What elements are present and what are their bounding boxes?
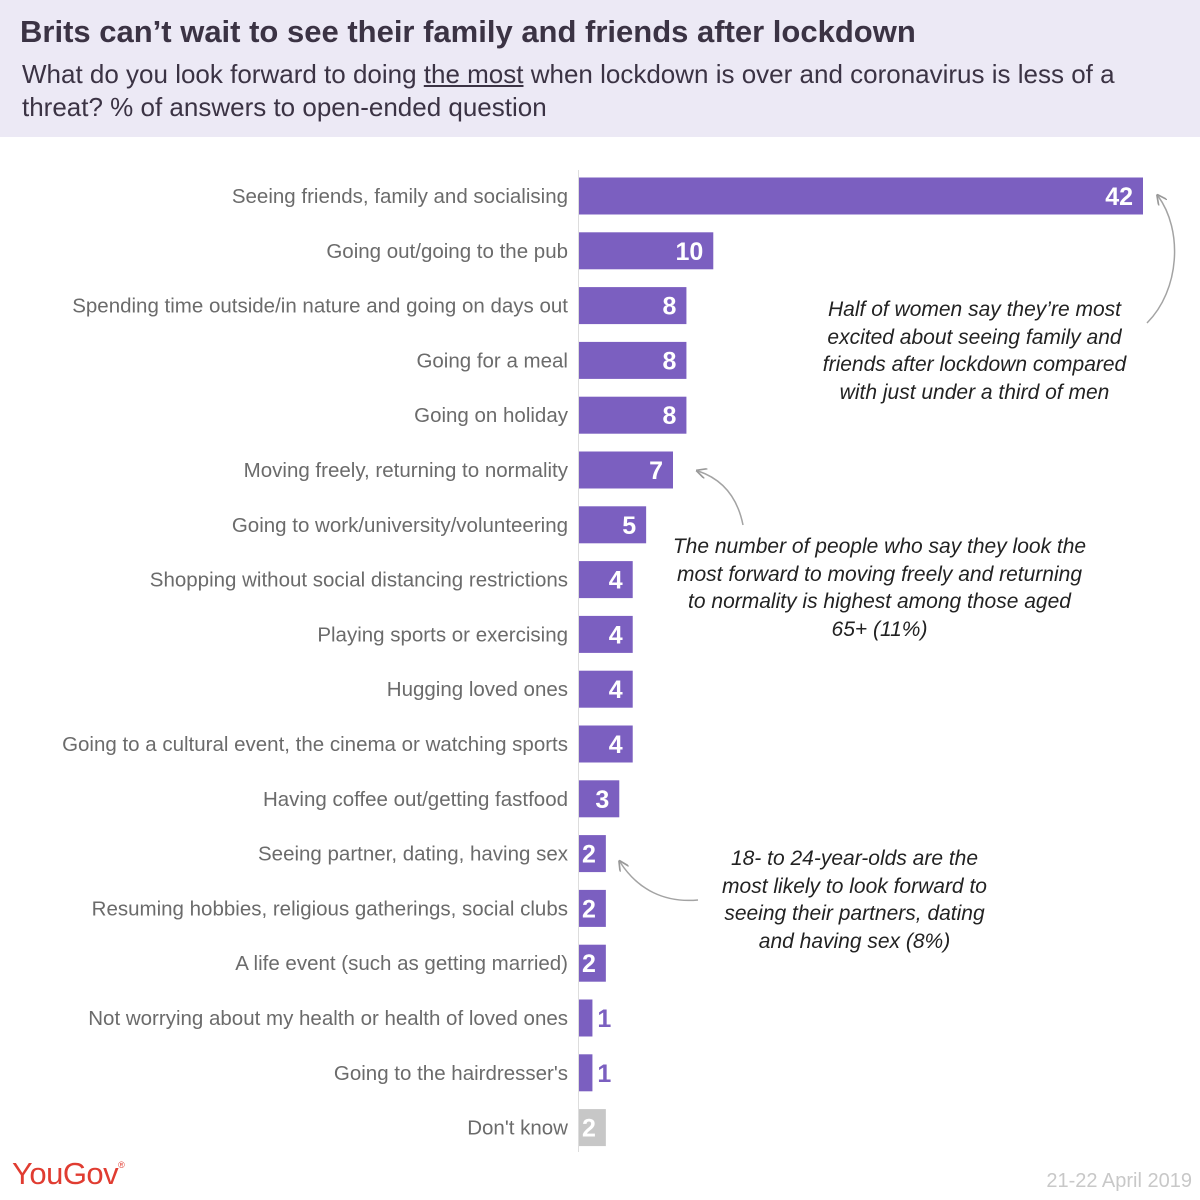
annotation-partners: 18- to 24-year-olds are the most likely …: [722, 847, 987, 953]
value-label: 7: [649, 457, 663, 485]
category-label: Seeing partner, dating, having sex: [258, 843, 569, 866]
value-label: 3: [595, 786, 609, 814]
chart-subtitle: What do you look forward to doing the mo…: [22, 58, 1192, 124]
bar: [579, 615, 633, 653]
bar: [579, 506, 647, 544]
subtitle-underlined-text: the most: [423, 59, 524, 89]
bar: [579, 232, 714, 270]
value-label: 10: [675, 238, 703, 266]
value-label: 8: [663, 293, 677, 321]
value-label: 8: [663, 347, 677, 375]
value-label: 1: [597, 1060, 611, 1088]
category-label: Going on holiday: [414, 404, 569, 427]
header-band: [0, 0, 1200, 137]
category-label: Spending time outside/in nature and goin…: [72, 295, 568, 318]
subtitle-text-start: What do you look forward to doing: [22, 59, 424, 89]
category-label: Having coffee out/getting fastfood: [263, 788, 568, 811]
annotation-women: Half of women say they’re most excited a…: [822, 298, 1127, 404]
bar: [579, 835, 606, 873]
category-label: Going to work/university/volunteering: [232, 514, 568, 537]
logo-text: YouGov: [12, 1156, 119, 1191]
category-label: Not worrying about my health or health o…: [88, 1007, 568, 1030]
annotation-arrow-women: [1146, 196, 1176, 324]
bar: [579, 1054, 593, 1092]
value-label: 8: [663, 402, 677, 430]
bar: [579, 889, 606, 927]
annotation-arrow-partners: [620, 862, 699, 902]
yougov-logo: YouGov®: [12, 1156, 125, 1192]
bar: [579, 1109, 606, 1147]
value-label: 42: [1105, 183, 1133, 211]
survey-date: 21-22 April 2019: [1046, 1170, 1192, 1192]
bar: [579, 725, 633, 763]
value-label: 5: [622, 512, 636, 540]
bar: [579, 341, 687, 379]
category-label: Going out/going to the pub: [326, 240, 568, 263]
bars-group: Seeing friends, family and socialising 42…: [62, 177, 1143, 1147]
annotation-normality: The number of people who say they look t…: [672, 535, 1087, 641]
category-label: Shopping without social distancing restr…: [150, 569, 568, 592]
registered-mark: ®: [118, 1160, 125, 1170]
bar: [579, 999, 593, 1037]
category-label: Seeing friends, family and socialising: [232, 185, 568, 208]
category-label: Don't know: [467, 1117, 568, 1140]
bar: [579, 451, 673, 489]
bar: [579, 287, 687, 325]
value-label: 2: [582, 950, 596, 978]
subtitle-text-end: when lockdown is over and coronavirus is…: [22, 59, 1115, 122]
category-label: Playing sports or exercising: [317, 623, 568, 646]
value-label: 4: [609, 676, 623, 704]
bar: [579, 670, 633, 708]
value-label: 4: [609, 567, 623, 595]
category-label: Going to the hairdresser's: [334, 1062, 568, 1085]
category-label: Resuming hobbies, religious gatherings, …: [92, 897, 568, 920]
value-label: 2: [582, 841, 596, 869]
bar: [579, 396, 687, 434]
value-label: 1: [597, 1005, 611, 1033]
chart-title: Brits can’t wait to see their family and…: [20, 14, 916, 49]
category-label: Moving freely, returning to normality: [244, 459, 569, 482]
category-label: A life event (such as getting married): [235, 952, 568, 975]
category-label: Going for a meal: [416, 349, 568, 372]
category-label: Hugging loved ones: [387, 678, 568, 701]
value-label: 2: [582, 1115, 596, 1143]
bar: [579, 561, 633, 599]
category-label: Going to a cultural event, the cinema or…: [62, 733, 568, 756]
value-label: 4: [609, 731, 623, 759]
annotation-arrow-normality: [698, 471, 744, 526]
bar: [579, 944, 606, 982]
bar: [579, 780, 620, 818]
bar: [579, 177, 1143, 215]
value-label: 2: [582, 895, 596, 923]
value-label: 4: [609, 621, 623, 649]
